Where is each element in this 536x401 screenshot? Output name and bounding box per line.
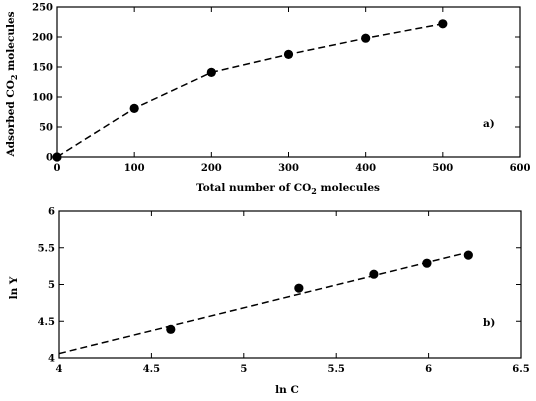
y-tick-label: 150 xyxy=(32,63,53,74)
panel-b-data-marks xyxy=(58,250,473,355)
panel-b-tick-labels: 4 4.5 5 5.5 6 6.5 4 4.5 5 5.5 6 xyxy=(38,207,530,376)
panel-a-y-axis-title: Adsorbed CO2 molecules xyxy=(5,11,19,157)
data-point xyxy=(206,67,216,77)
y-tick-label: 5.5 xyxy=(38,243,55,254)
panel-a-plot-frame xyxy=(56,6,521,158)
x-tick-label: 200 xyxy=(201,163,222,174)
panel-b-label: b) xyxy=(483,317,495,329)
x-tick-label: 0 xyxy=(54,163,61,174)
panel-a-ticks xyxy=(56,6,521,158)
y-tick-label: 4.5 xyxy=(38,317,55,328)
y-tick-label: 200 xyxy=(32,33,53,44)
x-tick-label: 100 xyxy=(124,163,145,174)
panel-a-data-marks xyxy=(52,19,448,162)
panel-a-label: a) xyxy=(483,118,495,130)
y-tick-label: 50 xyxy=(39,123,53,134)
y-tick-label: 100 xyxy=(32,93,53,104)
panel-a-x-axis-title: Total number of CO2 molecules xyxy=(196,182,380,196)
panel-a-tick-labels: 0 100 200 300 400 500 600 0 50 100 150 200 250 xyxy=(32,3,530,175)
data-point xyxy=(166,324,176,334)
data-point xyxy=(463,250,473,260)
x-tick-label: 300 xyxy=(278,163,299,174)
panel-b-x-axis-title: ln C xyxy=(275,384,299,396)
x-tick-label: 6.5 xyxy=(512,364,529,375)
x-tick-label: 6 xyxy=(425,364,432,375)
y-tick-label: 0 xyxy=(46,153,53,164)
x-tick-label: 4 xyxy=(56,364,63,375)
x-tick-label: 5.5 xyxy=(327,364,344,375)
x-tick-label: 4.5 xyxy=(143,364,160,375)
y-tick-label: 4 xyxy=(48,354,55,365)
panel-b-chart: 4 4.5 5 5.5 6 6.5 4 4.5 5 5.5 6 b) ln C ln Y xyxy=(8,207,530,397)
data-point xyxy=(294,283,304,293)
x-tick-label: 600 xyxy=(510,163,531,174)
y-tick-label: 5 xyxy=(48,280,55,291)
x-tick-label: 5 xyxy=(240,364,247,375)
y-tick-label: 250 xyxy=(32,3,53,14)
data-point xyxy=(52,152,62,162)
panel-a-chart: 0 100 200 300 400 500 600 0 50 100 150 200 250 a) To… xyxy=(5,3,530,197)
x-tick-label: 500 xyxy=(432,163,453,174)
y-tick-label: 6 xyxy=(48,207,55,218)
data-point xyxy=(422,258,432,268)
series-line xyxy=(56,23,443,158)
data-point xyxy=(438,19,448,29)
panel-b-y-axis-title: ln Y xyxy=(8,276,20,299)
data-point xyxy=(369,269,379,279)
data-point xyxy=(129,103,139,113)
data-point xyxy=(361,33,371,43)
data-point xyxy=(283,49,294,60)
panel-b-ticks xyxy=(58,210,522,359)
fit-line xyxy=(58,251,469,355)
x-tick-label: 400 xyxy=(355,163,376,174)
